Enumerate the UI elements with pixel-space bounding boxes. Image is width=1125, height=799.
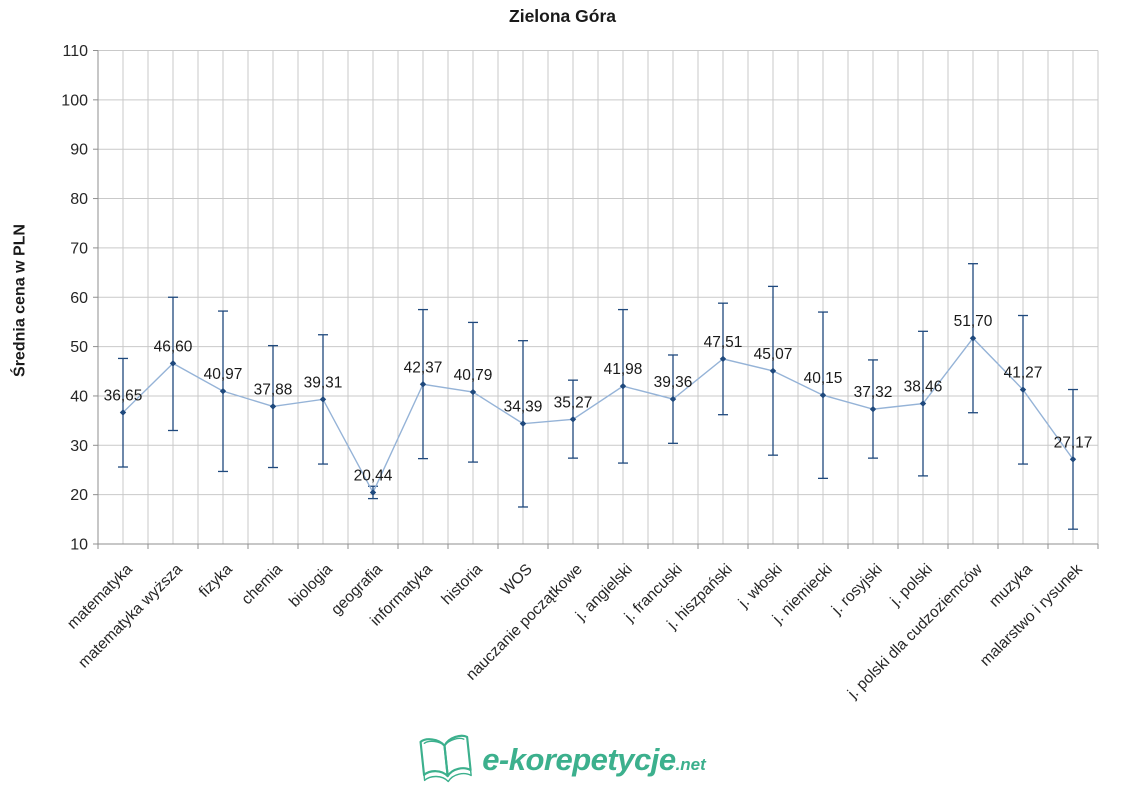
data-point-label: 51,70 <box>954 313 993 330</box>
x-category-label: WOS <box>498 561 536 599</box>
data-point-label: 40,15 <box>804 370 843 387</box>
y-tick-label: 10 <box>70 537 88 554</box>
x-category-label: muzyka <box>986 561 1036 611</box>
axes <box>97 50 1099 549</box>
x-category-label: j. włoski <box>735 561 786 612</box>
data-point-marker <box>869 405 877 413</box>
data-point-label: 20,44 <box>354 467 393 484</box>
site-logo: e-korepetycje .net <box>0 724 1125 796</box>
data-point-marker <box>919 400 927 407</box>
x-category-label: fizyka <box>196 561 236 601</box>
data-point-label: 46,60 <box>154 338 193 355</box>
data-point-marker <box>419 381 427 388</box>
data-point-marker <box>469 388 477 396</box>
x-category-label: historia <box>438 561 486 609</box>
logo-name: e-korepetycje <box>482 742 676 777</box>
data-point-label: 40,97 <box>204 366 243 383</box>
data-point-label: 41,98 <box>604 361 643 378</box>
x-category-label: biologia <box>286 561 336 611</box>
data-point-label: 39,31 <box>304 374 343 391</box>
open-book-icon <box>419 734 473 783</box>
data-point-marker <box>1069 456 1077 463</box>
data-point-marker <box>969 335 977 342</box>
data-series <box>119 335 1077 496</box>
y-tick-labels: 10 20 30 40 50 60 70 80 90 100 110 <box>61 43 88 554</box>
data-point-label: 45,07 <box>754 346 793 363</box>
y-tick-label: 100 <box>61 92 88 109</box>
x-category-label: j. rosyjski <box>828 561 886 619</box>
data-point-marker <box>219 387 227 395</box>
y-tick-label: 20 <box>70 487 88 504</box>
y-tick-label: 50 <box>70 339 88 356</box>
data-point-marker <box>719 355 727 363</box>
data-point-marker <box>519 420 527 427</box>
y-tick-label: 60 <box>70 290 88 307</box>
data-point-marker <box>819 392 827 399</box>
data-point-marker <box>619 382 627 390</box>
data-point-label: 40,79 <box>454 367 493 384</box>
gridlines <box>93 50 1099 545</box>
y-tick-label: 30 <box>70 438 88 455</box>
y-tick-label: 70 <box>70 240 88 257</box>
data-point-marker <box>1019 386 1027 393</box>
x-category-label: j. polski <box>887 561 936 610</box>
data-point-marker <box>319 396 327 403</box>
y-tick-label: 90 <box>70 142 88 159</box>
data-point-marker <box>169 360 177 367</box>
y-tick-label: 110 <box>62 43 88 60</box>
data-point-label: 35,27 <box>554 394 593 411</box>
data-point-label: 41,27 <box>1004 365 1043 382</box>
data-point-label: 37,32 <box>854 384 893 401</box>
data-point-label: 34,39 <box>504 399 543 416</box>
data-point-marker <box>369 489 377 496</box>
data-point-marker <box>269 403 277 410</box>
x-category-label: chemia <box>238 561 286 609</box>
data-point-marker <box>769 367 777 375</box>
y-tick-label: 80 <box>70 191 88 208</box>
y-tick-label: 40 <box>70 388 88 405</box>
data-point-label: 27,17 <box>1054 434 1093 451</box>
chart-title: Zielona Góra <box>509 6 616 26</box>
data-point-label: 38,46 <box>904 379 943 396</box>
data-point-marker <box>669 395 677 403</box>
data-point-label: 39,36 <box>654 374 693 391</box>
data-point-marker <box>569 416 577 423</box>
data-point-label: 36,65 <box>104 387 143 404</box>
logo-tld: .net <box>675 755 706 774</box>
data-labels: 36,65 46,60 40,97 37,88 39,31 20,44 42,37 40,79… <box>104 313 1093 484</box>
data-point-label: 47,51 <box>704 334 743 351</box>
data-point-label: 37,88 <box>254 381 293 398</box>
data-point-label: 42,37 <box>404 359 443 376</box>
data-point-marker <box>119 409 127 416</box>
logo-text: e-korepetycje .net <box>482 742 706 778</box>
